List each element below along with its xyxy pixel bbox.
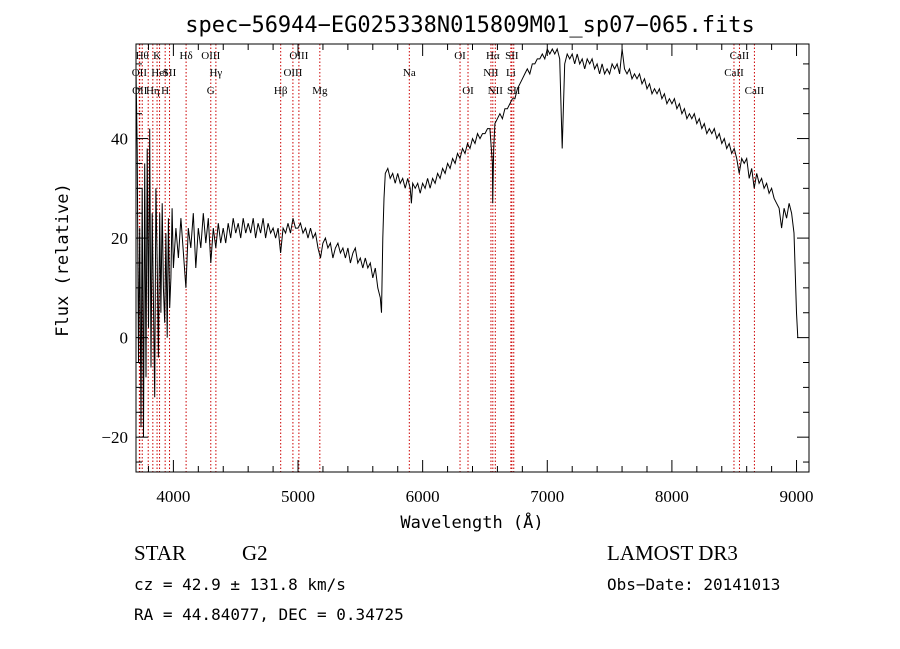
- x-tick-label: 4000: [156, 487, 190, 506]
- spectral-line-label: G: [207, 85, 215, 97]
- spectral-line-label: Hβ: [274, 85, 288, 97]
- spectral-line-label: OIII: [289, 50, 308, 62]
- observation-date: Obs−Date: 20141013: [607, 575, 780, 594]
- y-tick-label: 0: [120, 329, 129, 348]
- y-tick-label: −20: [101, 428, 128, 447]
- spectral-line-label: Hθ: [136, 50, 149, 62]
- spectral-line-label: OI: [454, 50, 466, 62]
- spectral-line-label: OIII: [201, 50, 220, 62]
- y-axis-label: Flux (relative): [53, 183, 73, 337]
- x-tick-label: 7000: [530, 487, 564, 506]
- spectral-line-label: Hδ: [180, 50, 193, 62]
- spectral-line-label: K: [153, 50, 161, 62]
- plot-frame: [135, 43, 810, 473]
- spectral-line-label: NII: [483, 67, 499, 79]
- spectral-line-label: Na: [403, 67, 416, 79]
- spectrum-line: [135, 47, 799, 438]
- x-tick-label: 9000: [780, 487, 814, 506]
- emission-line-markers: [138, 44, 755, 472]
- coordinates: RA = 44.84077, DEC = 0.34725: [134, 605, 404, 624]
- spectral-line-label: Hη: [146, 85, 160, 97]
- spectral-line-label: OI: [462, 85, 474, 97]
- spectral-line-label: H: [161, 85, 169, 97]
- spectral-line-label: SII: [505, 50, 519, 62]
- spectral-line-label: HeI: [151, 67, 168, 79]
- survey-name: LAMOST DR3: [607, 541, 738, 565]
- spectral-line-label: Mg: [312, 85, 328, 97]
- spectral-line-label: OIII: [283, 67, 302, 79]
- object-class: STAR: [134, 541, 186, 565]
- x-tick-label: 8000: [655, 487, 689, 506]
- spectral-line-label: CaII: [730, 50, 750, 62]
- y-tick-label: 40: [111, 130, 128, 149]
- spectral-line-label: Hγ: [209, 67, 222, 79]
- redshift-cz: cz = 42.9 ± 131.8 km/s: [134, 575, 346, 594]
- y-tick-label: 20: [111, 229, 128, 248]
- object-subclass: G2: [242, 541, 268, 565]
- x-axis-label: Wavelength (Å): [400, 511, 543, 533]
- x-tick-label: 5000: [281, 487, 315, 506]
- spectral-line-label: Li: [506, 67, 516, 79]
- axis-ticks: 4000 5000 6000 7000 8000 9000 −20 0 20 40: [101, 44, 814, 506]
- spectral-line-label: SII: [163, 67, 177, 79]
- x-tick-label: 6000: [406, 487, 440, 506]
- spectral-line-label: NII: [488, 85, 504, 97]
- spectral-line-label: OII: [132, 67, 148, 79]
- spectral-line-label: CaII: [745, 85, 765, 97]
- spectral-line-label: Hα: [486, 50, 500, 62]
- spectral-line-label: CaII: [724, 67, 744, 79]
- chart-title: spec−56944−EG025338N015809M01_sp07−065.f…: [185, 13, 755, 38]
